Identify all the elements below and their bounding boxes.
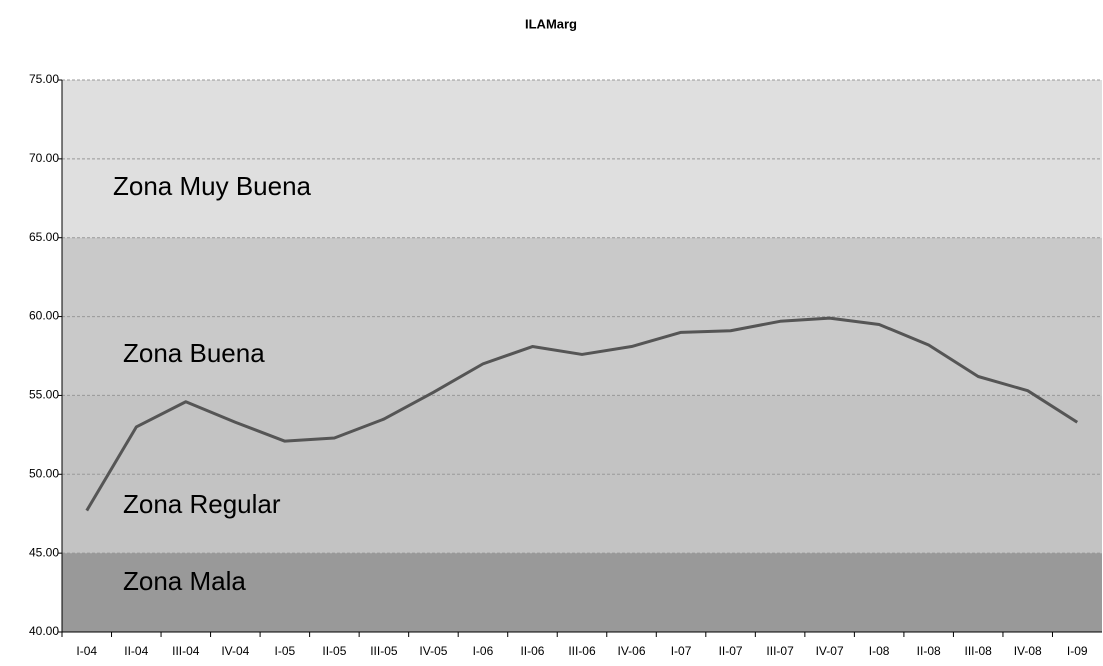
zone-band	[62, 553, 1102, 632]
zone-label: Zona Regular	[123, 489, 281, 519]
x-tick-label: II-04	[124, 644, 148, 658]
y-tick-label: 40.00	[29, 624, 59, 638]
x-tick-label: IV-07	[816, 644, 844, 658]
x-tick-label: I-06	[473, 644, 494, 658]
x-tick-label: II-05	[322, 644, 346, 658]
zone-label: Zona Mala	[123, 566, 246, 596]
x-tick-label: II-07	[719, 644, 743, 658]
x-tick-label: III-07	[766, 644, 794, 658]
x-tick-label: II-06	[520, 644, 544, 658]
zone-label: Zona Muy Buena	[113, 171, 312, 201]
y-tick-label: 45.00	[29, 545, 59, 559]
y-tick-label: 60.00	[29, 309, 59, 323]
x-tick-label: III-04	[172, 644, 200, 658]
chart-title: ILAMarg	[525, 16, 577, 31]
x-tick-label: IV-04	[221, 644, 249, 658]
zone-label: Zona Buena	[123, 338, 265, 368]
x-tick-label: II-08	[917, 644, 941, 658]
x-tick-label: III-05	[370, 644, 398, 658]
x-tick-label: I-09	[1067, 644, 1088, 658]
x-tick-label: I-05	[275, 644, 296, 658]
data-line	[85, 316, 1079, 512]
y-tick-label: 70.00	[29, 151, 59, 165]
y-tick-label: 50.00	[29, 466, 59, 480]
y-tick-label: 75.00	[29, 72, 59, 86]
x-tick-label: IV-06	[618, 644, 646, 658]
y-tick-label: 55.00	[29, 388, 59, 402]
x-tick-label: I-08	[869, 644, 890, 658]
x-tick-label: I-04	[76, 644, 97, 658]
x-tick-label: III-08	[965, 644, 993, 658]
y-tick-label: 65.00	[29, 230, 59, 244]
x-tick-label: IV-05	[419, 644, 447, 658]
x-tick-label: III-06	[568, 644, 596, 658]
x-tick-label: I-07	[671, 644, 692, 658]
x-tick-label: IV-08	[1014, 644, 1042, 658]
